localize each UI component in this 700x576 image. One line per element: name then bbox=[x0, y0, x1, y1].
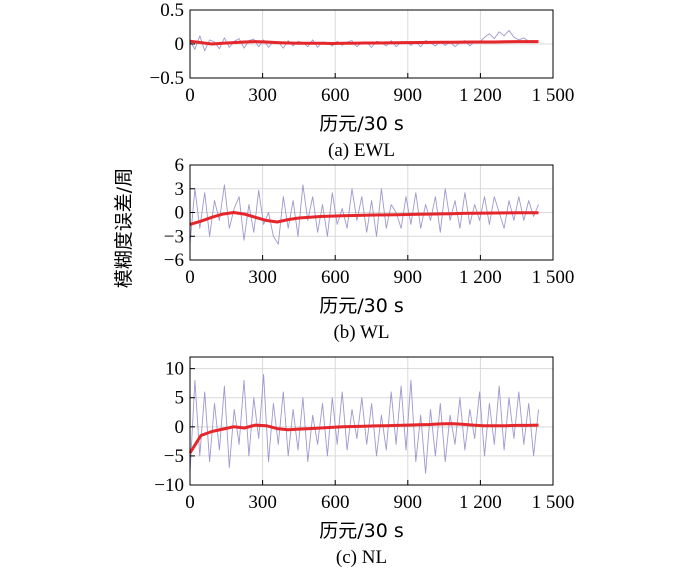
x-axis-label: 历元/30 s bbox=[319, 295, 404, 317]
chart-panel-3: 0 300 600 900 1 200 1 500 10 5 0 −5 −10 历元/30 s (c) … bbox=[154, 356, 575, 568]
x-tick-label: 600 bbox=[321, 492, 350, 513]
plot-area bbox=[190, 357, 553, 485]
x-tick-label: 600 bbox=[321, 267, 350, 288]
x-tick-label: 1 500 bbox=[532, 267, 575, 288]
series-line-mean-error bbox=[188, 422, 539, 454]
y-tick-label: 10 bbox=[165, 359, 184, 380]
x-tick-label: 1 500 bbox=[532, 85, 575, 106]
x-tick-label: 900 bbox=[394, 267, 423, 288]
x-axis-label: 历元/30 s bbox=[319, 113, 404, 135]
x-tick-label: 600 bbox=[321, 85, 350, 106]
x-tick-label: 0 bbox=[185, 492, 195, 513]
y-tick-label: 3 bbox=[175, 179, 185, 200]
x-tick-label: 900 bbox=[394, 492, 423, 513]
shared-y-axis-label: 模糊度误差/周 bbox=[113, 168, 135, 288]
panel-caption: (c) NL bbox=[336, 547, 387, 568]
x-tick-label: 1 200 bbox=[459, 267, 502, 288]
y-tick-label: 6 bbox=[175, 155, 185, 176]
series-line-raw-error bbox=[189, 374, 539, 474]
y-tick-label: −3 bbox=[164, 226, 184, 247]
series-line-mean-error bbox=[189, 39, 539, 46]
x-axis-label: 历元/30 s bbox=[319, 520, 404, 542]
y-tick-label: 0 bbox=[175, 34, 185, 55]
y-tick-label: −5 bbox=[164, 446, 184, 467]
y-tick-label: 0.5 bbox=[160, 0, 184, 21]
x-tick-label: 300 bbox=[248, 492, 277, 513]
x-tick-label: 0 bbox=[185, 267, 195, 288]
x-tick-label: 900 bbox=[394, 85, 423, 106]
series-line-mean-error bbox=[189, 211, 539, 226]
x-tick-label: 1 200 bbox=[459, 492, 502, 513]
panel-caption: (a) EWL bbox=[328, 140, 395, 161]
y-tick-label: 0 bbox=[175, 417, 185, 438]
axes-frame bbox=[189, 356, 554, 486]
x-tick-label: 1 500 bbox=[532, 492, 575, 513]
x-tick-label: 300 bbox=[248, 85, 277, 106]
chart-panel-2: 0 300 600 900 1 200 1 500 6 3 0−3 −6 历元/30 s (b) WL bbox=[164, 155, 575, 343]
y-tick-label: −6 bbox=[164, 250, 184, 271]
x-tick-label: 300 bbox=[248, 267, 277, 288]
x-tick-label: 1 200 bbox=[459, 85, 502, 106]
y-tick-label: 5 bbox=[175, 388, 185, 409]
y-tick-label: −10 bbox=[154, 475, 184, 496]
x-tick-label: 0 bbox=[185, 85, 195, 106]
y-tick-label: −0.5 bbox=[150, 68, 184, 89]
y-tick-label: 0 bbox=[175, 203, 185, 224]
panel-caption: (b) WL bbox=[333, 322, 389, 343]
